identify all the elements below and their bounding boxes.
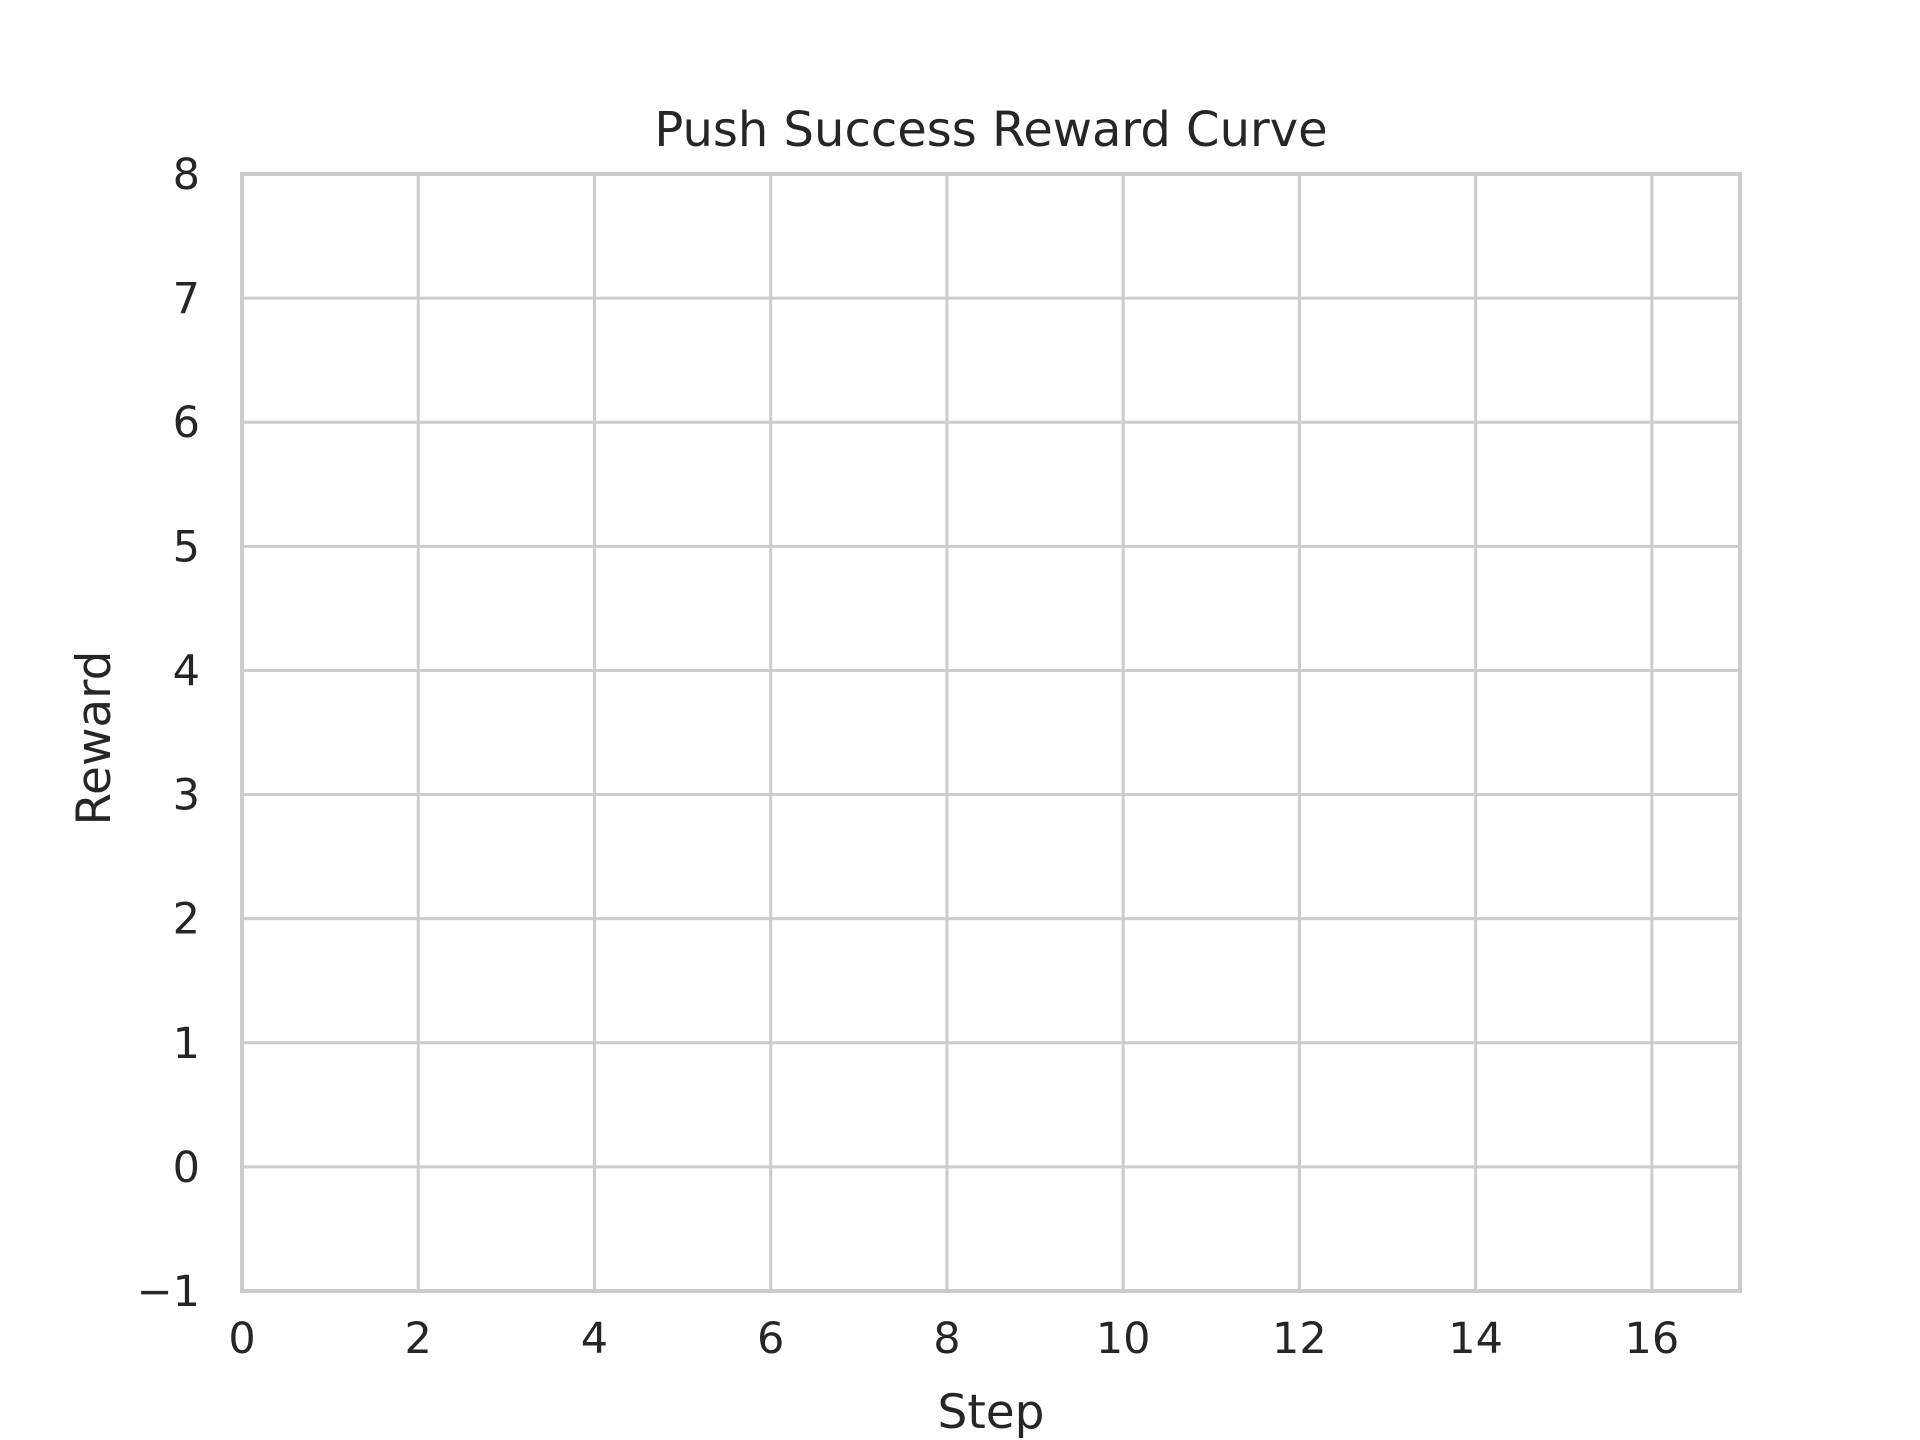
x-tick-label: 2	[405, 1314, 432, 1364]
y-tick-label: 4	[173, 646, 200, 696]
x-tick-label: 12	[1272, 1314, 1327, 1364]
x-tick-label: 16	[1625, 1314, 1680, 1364]
grid-lines	[240, 172, 1740, 1293]
x-tick-label: 10	[1096, 1314, 1151, 1364]
x-tick-label: 8	[933, 1314, 960, 1364]
y-tick-label: 7	[173, 274, 200, 324]
y-axis-label: Reward	[67, 650, 122, 825]
y-tick-label: 3	[173, 771, 200, 821]
x-tick-label: 6	[757, 1314, 784, 1364]
y-tick-label: 2	[173, 895, 200, 945]
y-tick-label: 0	[173, 1143, 200, 1193]
x-tick-label: 4	[581, 1314, 608, 1364]
x-tick-label: 14	[1448, 1314, 1503, 1364]
y-tick-label: −1	[137, 1267, 200, 1317]
y-tick-label: 5	[173, 522, 200, 572]
plot-frame	[240, 172, 1742, 1293]
x-axis-ticks: 0 2 4 6 8 10 12 14 16	[228, 1314, 1679, 1364]
x-tick-label: 0	[228, 1314, 255, 1364]
y-tick-label: 1	[173, 1019, 200, 1069]
chart-title: Push Success Reward Curve	[654, 102, 1327, 158]
y-tick-label: 6	[173, 398, 200, 448]
y-axis-ticks: −1 0 1 2 3 4 5 6 7 8	[137, 150, 200, 1317]
x-axis-label: Step	[937, 1385, 1044, 1440]
y-tick-label: 8	[173, 150, 200, 200]
